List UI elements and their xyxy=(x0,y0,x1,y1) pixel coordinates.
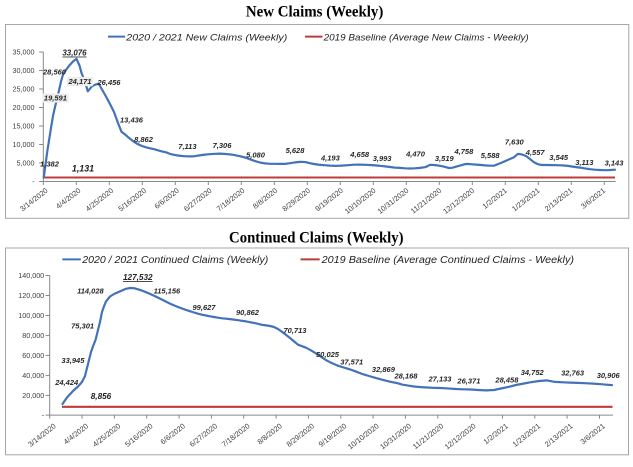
svg-text:26,371: 26,371 xyxy=(456,377,480,386)
svg-text:100,000: 100,000 xyxy=(18,311,44,320)
svg-text:127,532: 127,532 xyxy=(123,273,153,282)
svg-text:2019 Baseline (Average Continu: 2019 Baseline (Average Continued Claims … xyxy=(320,255,574,266)
svg-text:28,560: 28,560 xyxy=(42,68,67,77)
svg-text:3,113: 3,113 xyxy=(575,158,594,167)
svg-text:8,862: 8,862 xyxy=(134,135,154,144)
svg-text:28,458: 28,458 xyxy=(494,376,519,385)
svg-text:90,862: 90,862 xyxy=(236,308,260,317)
svg-text:3,519: 3,519 xyxy=(435,154,455,163)
svg-text:7,113: 7,113 xyxy=(178,142,197,151)
svg-text:28,168: 28,168 xyxy=(394,371,419,380)
svg-text:5,080: 5,080 xyxy=(246,151,266,160)
svg-text:120,000: 120,000 xyxy=(18,291,44,300)
svg-text:30,000: 30,000 xyxy=(13,66,35,75)
svg-text:40,000: 40,000 xyxy=(22,371,44,380)
svg-text:7,630: 7,630 xyxy=(505,137,525,146)
svg-text:24,424: 24,424 xyxy=(54,378,79,387)
svg-text:25,000: 25,000 xyxy=(13,85,35,94)
svg-text:New Claims (Weekly): New Claims (Weekly) xyxy=(246,4,384,21)
svg-text:34,752: 34,752 xyxy=(521,368,545,377)
svg-text:70,713: 70,713 xyxy=(284,326,308,335)
svg-text:3,993: 3,993 xyxy=(373,154,393,163)
svg-text:20,000: 20,000 xyxy=(13,103,35,112)
svg-text:80,000: 80,000 xyxy=(22,331,44,340)
svg-text:24,171: 24,171 xyxy=(68,77,92,86)
svg-text:4,758: 4,758 xyxy=(454,147,475,156)
svg-text:75,301: 75,301 xyxy=(71,322,94,331)
svg-text:19,591: 19,591 xyxy=(44,94,67,103)
svg-text:115,156: 115,156 xyxy=(154,287,181,296)
svg-text:2020 / 2021 New Claims (Weekly: 2020 / 2021 New Claims (Weekly) xyxy=(125,32,287,43)
svg-text:4,658: 4,658 xyxy=(349,150,370,159)
svg-text:140,000: 140,000 xyxy=(18,271,44,280)
svg-text:37,571: 37,571 xyxy=(340,357,363,366)
svg-text:32,763: 32,763 xyxy=(561,369,585,378)
svg-text:4,557: 4,557 xyxy=(525,148,546,157)
svg-text:5,000: 5,000 xyxy=(17,159,35,168)
svg-text:99,627: 99,627 xyxy=(193,303,217,312)
svg-text:35,000: 35,000 xyxy=(13,48,35,57)
svg-text:13,436: 13,436 xyxy=(120,115,144,124)
svg-text:5,628: 5,628 xyxy=(286,146,306,155)
svg-text:60,000: 60,000 xyxy=(22,351,44,360)
svg-text:33,076: 33,076 xyxy=(62,49,87,58)
svg-text:8,856: 8,856 xyxy=(91,392,112,401)
svg-text:4,470: 4,470 xyxy=(405,150,426,159)
svg-text:30,906: 30,906 xyxy=(597,371,621,380)
svg-text:1,131: 1,131 xyxy=(72,164,94,174)
svg-text:3,545: 3,545 xyxy=(549,153,569,162)
svg-text:32,869: 32,869 xyxy=(372,365,396,374)
svg-text:50,025: 50,025 xyxy=(316,350,340,359)
svg-text:114,028: 114,028 xyxy=(77,286,104,295)
svg-text:27,133: 27,133 xyxy=(428,375,453,384)
svg-text:3,143: 3,143 xyxy=(605,158,625,167)
svg-text:26,456: 26,456 xyxy=(97,78,122,87)
svg-text:2019 Baseline (Average New Cla: 2019 Baseline (Average New Claims - Week… xyxy=(323,32,529,43)
svg-text:-: - xyxy=(32,177,35,186)
svg-text:15,000: 15,000 xyxy=(13,122,35,131)
svg-text:5,588: 5,588 xyxy=(481,151,501,160)
svg-text:-: - xyxy=(42,411,45,420)
svg-text:4,193: 4,193 xyxy=(320,154,341,163)
svg-text:2020 / 2021 Continued Claims (: 2020 / 2021 Continued Claims (Weekly) xyxy=(81,255,268,266)
svg-text:20,000: 20,000 xyxy=(22,391,44,400)
svg-text:10,000: 10,000 xyxy=(13,140,35,149)
svg-text:1,382: 1,382 xyxy=(40,160,60,169)
svg-text:7,306: 7,306 xyxy=(213,141,233,150)
svg-text:33,945: 33,945 xyxy=(61,356,85,365)
svg-text:Continued Claims (Weekly): Continued Claims (Weekly) xyxy=(229,230,404,247)
